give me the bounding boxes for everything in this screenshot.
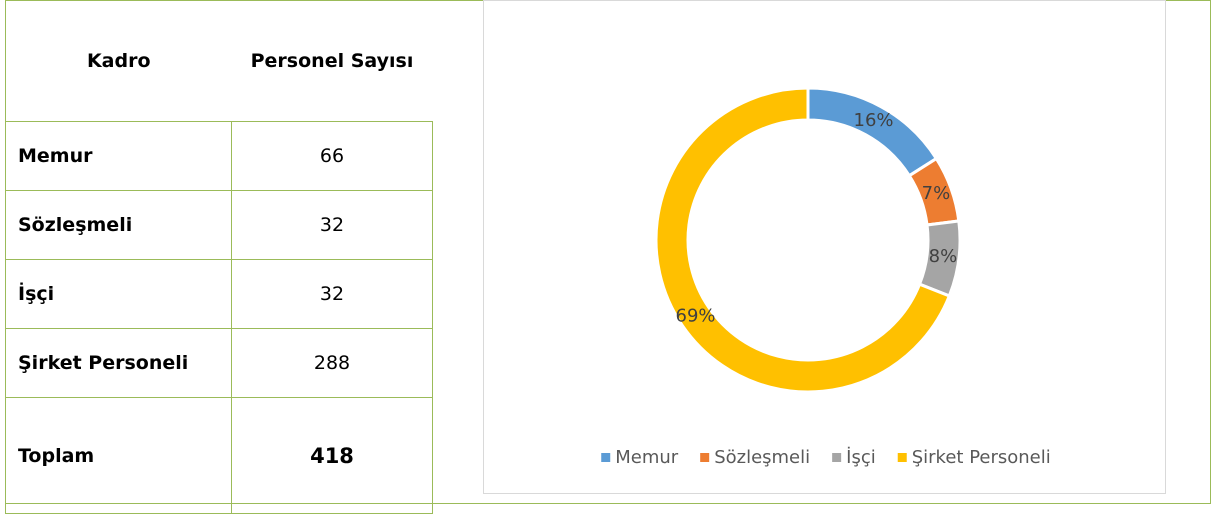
donut-segment — [654, 86, 952, 394]
label-cell: İşçi — [5, 259, 232, 329]
header-cell: Personel Sayısı — [231, 0, 433, 122]
table-row: Şirket Personeli 288 — [5, 328, 433, 398]
value-cell: 418 — [231, 397, 433, 514]
value-cell: 288 — [231, 328, 433, 398]
legend-label: Memur — [615, 447, 679, 468]
legend-label: İşçi — [846, 447, 876, 468]
legend-label: Sözleşmeli — [714, 447, 810, 468]
data-label: 7% — [922, 183, 951, 204]
legend-swatch — [601, 453, 611, 462]
legend-label: Şirket Personeli — [912, 447, 1051, 468]
data-label: 8% — [929, 246, 958, 267]
data-label: 16% — [854, 110, 894, 131]
value-cell: 32 — [231, 259, 433, 329]
chart-area — [483, 0, 1166, 494]
staff-table: Kadro Personel Sayısı Memur 66 Sözleşmeli 3… — [5, 0, 433, 514]
legend-swatch — [832, 453, 842, 462]
table-row: İşçi 32 — [5, 259, 433, 329]
header-row: Kadro Personel Sayısı — [5, 0, 433, 122]
value-cell: 66 — [231, 121, 433, 191]
header-cell: Kadro — [5, 0, 232, 122]
data-label: 69% — [676, 305, 716, 326]
legend-swatch — [897, 453, 907, 462]
label-cell: Şirket Personeli — [5, 328, 232, 398]
legend-swatch — [700, 453, 710, 462]
table-row: Toplam 418 — [5, 397, 433, 514]
